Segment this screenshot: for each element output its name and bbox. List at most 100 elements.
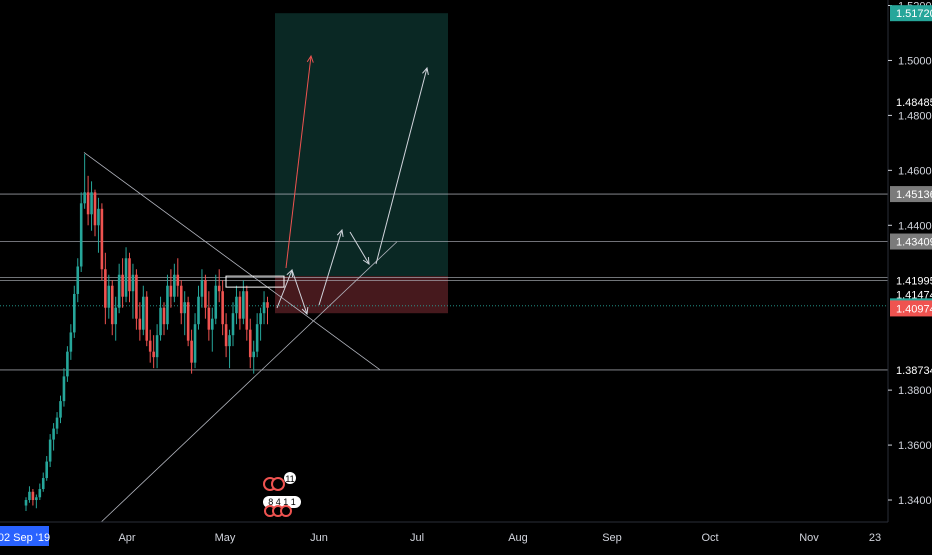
x-tick-label: Aug (508, 532, 528, 544)
stop-zone[interactable] (275, 276, 448, 314)
candle-body (107, 285, 111, 308)
level-label-6: 1.38734 (896, 365, 932, 377)
candle-body (124, 258, 128, 297)
projection-arrow-2[interactable] (291, 269, 308, 315)
candle-body (245, 291, 249, 330)
candle-body (45, 461, 48, 479)
candle-40 (162, 302, 166, 336)
candle-54 (211, 307, 214, 352)
candle-body (221, 291, 224, 325)
candle-14 (73, 285, 76, 338)
candle-body (145, 296, 149, 341)
candle-body (142, 296, 145, 330)
candle-38 (155, 324, 159, 369)
event-count-bubble (284, 472, 296, 484)
candle-body (242, 291, 245, 319)
x-tick-label: Jun (310, 532, 328, 544)
candle-0 (24, 497, 28, 512)
event-icon[interactable] (271, 477, 285, 491)
candle-58 (224, 313, 228, 358)
candle-7 (48, 434, 52, 468)
candle-57 (221, 280, 224, 336)
start-date-badge: 02 Sep '19 (0, 532, 50, 544)
candle-33 (138, 302, 142, 341)
candle-body (166, 285, 169, 325)
projection-arrow-1[interactable] (276, 269, 293, 309)
flag-icon[interactable] (280, 505, 292, 517)
candle-25 (110, 280, 114, 336)
candle-56 (217, 269, 221, 303)
candle-30 (128, 252, 131, 303)
candle-body (193, 324, 197, 363)
candle-body (48, 439, 52, 462)
candle-body (186, 302, 190, 341)
candle-65 (248, 318, 252, 369)
candle-11 (62, 368, 66, 407)
candle-17 (83, 153, 86, 209)
candle-body (200, 280, 204, 297)
target-price-label-bg (890, 5, 932, 22)
candle-body (207, 307, 211, 330)
candle-body (173, 274, 176, 297)
event-markers[interactable]: 11 8 4 1 1 (263, 472, 301, 517)
bid-price-label: 1.40974 (896, 303, 932, 315)
trendline-1[interactable] (100, 241, 398, 523)
projection-arrow-4-head (362, 256, 370, 265)
candle-body (231, 313, 235, 336)
candle-body (169, 285, 173, 297)
consolidation-box[interactable] (225, 275, 285, 288)
projection-arrow-4[interactable] (349, 231, 370, 265)
level-label-4: 1.41995 (896, 275, 932, 287)
candle-body (262, 302, 266, 314)
event-digits: 8 4 1 1 (268, 497, 296, 507)
candle-body (183, 302, 186, 314)
candle-20 (93, 189, 97, 237)
target-zone[interactable] (275, 13, 448, 277)
x-tick-label: Jul (410, 532, 424, 544)
candle-69 (262, 291, 266, 325)
candle-body (62, 376, 66, 402)
candle-5 (41, 472, 45, 492)
candle-body (117, 274, 121, 308)
candle-body (86, 192, 90, 215)
candle-1 (28, 486, 31, 503)
projection-arrow-red[interactable] (285, 55, 312, 269)
trendline-0[interactable] (83, 152, 380, 370)
event-count: 11 (285, 474, 294, 484)
projection-arrow-3[interactable] (318, 229, 343, 306)
candle-body (131, 274, 135, 292)
projection-arrow-5[interactable] (375, 67, 428, 265)
candle-body (259, 313, 262, 325)
candle-body (152, 351, 155, 358)
level-label-1: 1.45136 (896, 189, 932, 201)
y-tick-label: 1.38000 (898, 385, 932, 397)
candle-body (162, 307, 166, 325)
candle-body (204, 280, 207, 308)
candle-body (217, 285, 221, 292)
candle-9 (55, 412, 59, 435)
level-label-0-bg (890, 94, 932, 111)
candle-body (135, 274, 138, 319)
y-tick-label: 1.46000 (898, 165, 932, 177)
candle-body (104, 269, 107, 308)
start-date-badge-bg (0, 526, 49, 546)
candle-43 (173, 263, 176, 303)
candle-body (52, 428, 55, 440)
candle-15 (76, 258, 80, 303)
candle-body (121, 274, 124, 297)
x-tick-label: Oct (701, 532, 718, 544)
candle-body (66, 351, 69, 377)
candle-66 (252, 340, 255, 374)
candle-body (93, 192, 97, 226)
candle-21 (97, 197, 100, 253)
projection-arrow-3-head (336, 228, 344, 237)
candle-body (100, 208, 104, 270)
candle-62 (238, 291, 242, 330)
candle-body (197, 296, 200, 325)
candle-body (255, 324, 259, 352)
candle-body (211, 318, 214, 330)
candle-8 (52, 423, 55, 451)
projection-arrow-2-head (301, 306, 309, 316)
